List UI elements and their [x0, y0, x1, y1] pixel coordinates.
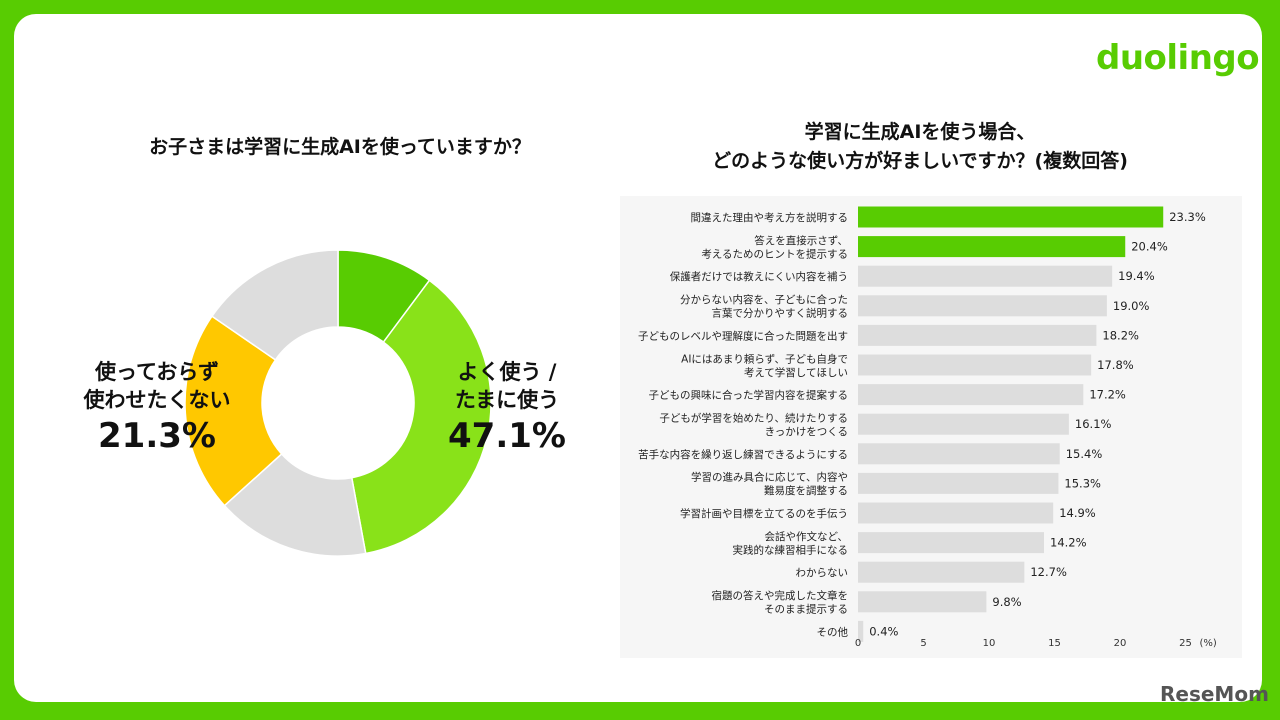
bar-category-label: 子どものレベルや理解度に合った問題を出す [638, 329, 848, 342]
bar-category-label: 子どもの興味に合った学習内容を提案する [649, 389, 849, 402]
x-tick-label: 0 [855, 638, 861, 649]
bar-value-label: 16.1% [1075, 417, 1112, 431]
bar-value-label: 18.2% [1102, 328, 1139, 342]
bar-category-label: 苦手な内容を繰り返し練習できるようにする [638, 448, 848, 461]
donut-slice-4 [210, 249, 339, 361]
donut-label-not-using-line1: 使っておらず [95, 360, 219, 384]
donut-slice-1 [350, 279, 492, 555]
x-tick-label: 10 [983, 638, 996, 649]
left-chart-title: お子さまは学習に生成AIを使っていますか？ [149, 136, 531, 158]
bar-value-label: 0.4% [869, 624, 898, 638]
bar [858, 561, 1025, 583]
bar-category-label: 分からない内容を、子どもに合った [680, 293, 848, 306]
bar-category-label: わからない [796, 567, 849, 579]
donut-label-using-line1: よく使う / [457, 360, 557, 384]
bar [858, 620, 864, 642]
x-tick-label: 15 [1048, 638, 1061, 649]
right-chart-title-line1: 学習に生成AIを使う場合、 [804, 121, 1036, 143]
bar-category-label: きっかけをつくる [765, 426, 848, 438]
donut-label-using-line2: たまに使う [454, 388, 560, 412]
bar [858, 236, 1126, 258]
x-tick-label: 25 [1179, 638, 1192, 649]
bar-value-label: 19.4% [1118, 269, 1155, 283]
bar-value-label: 9.8% [992, 595, 1021, 609]
bar-category-label: 間違えた理由や考え方を説明する [691, 211, 849, 224]
bar-value-label: 14.9% [1059, 506, 1096, 520]
bar-value-label: 23.3% [1169, 210, 1206, 224]
bar [858, 265, 1113, 287]
bar-category-label: 言葉で分かりやすく説明する [712, 307, 849, 320]
bar-category-label: AIにはあまり頼らず、子ども自身で [681, 352, 848, 365]
bar-value-label: 14.2% [1050, 536, 1087, 550]
bar [858, 206, 1164, 228]
bar-category-label: 保護者だけでは教えにくい内容を補う [670, 270, 848, 283]
bar-value-label: 15.3% [1064, 476, 1101, 490]
bar-category-label: 答えを直接示さず、 [754, 234, 848, 247]
bar-value-label: 19.0% [1113, 299, 1150, 313]
x-axis-unit: (%) [1200, 638, 1217, 649]
bar-category-label: 学習計画や目標を立てるのを手伝う [680, 507, 848, 520]
bar-category-label: 会話や作文など、 [765, 530, 848, 543]
donut-label-using-value: 47.1% [448, 416, 566, 456]
bar-value-label: 17.2% [1089, 388, 1126, 402]
bar [858, 532, 1045, 554]
bar-category-label: 考えるためのヒントを提示する [701, 248, 848, 260]
bar-category-label: 学習の進み具合に応じて、内容や [691, 471, 848, 484]
bar-category-label: 実践的な練習相手になる [733, 543, 849, 556]
bar [858, 384, 1084, 406]
donut-label-not-using-value: 21.3% [98, 416, 216, 456]
bar-category-label: そのまま提示する [764, 604, 848, 616]
bar-value-label: 20.4% [1131, 240, 1168, 254]
bar-category-label: 子どもが学習を始めたり、続けたりする [659, 411, 848, 424]
bar-category-label: 宿題の答えや完成した文章を [712, 589, 849, 602]
bar [858, 591, 987, 613]
bar [858, 354, 1092, 376]
donut-label-not-using-line2: 使わせたくない [83, 388, 231, 412]
bar [858, 502, 1054, 524]
bar [858, 295, 1107, 317]
bar-value-label: 17.8% [1097, 358, 1134, 372]
bar-category-label: 考えて学習してほしい [744, 366, 848, 379]
resemom-watermark: ReseMom [1160, 682, 1269, 706]
bar [858, 413, 1069, 435]
x-tick-label: 20 [1114, 638, 1127, 649]
donut-slice-3 [184, 315, 283, 507]
right-chart-title-line2: どのような使い方が好ましいですか？(複数回答) [712, 150, 1128, 172]
bar-value-label: 12.7% [1030, 565, 1067, 579]
bar-category-label: 難易度を調整する [764, 484, 848, 497]
x-tick-label: 5 [920, 638, 926, 649]
donut-slice-2 [223, 452, 367, 557]
duolingo-logo: duolingo [1096, 38, 1260, 78]
bar-category-label: その他 [817, 625, 849, 638]
bar [858, 324, 1097, 346]
bar-value-label: 15.4% [1066, 447, 1103, 461]
bar [858, 443, 1060, 465]
donut-label-using: よく使う / たまに使う 47.1% [432, 358, 582, 458]
bar [858, 472, 1059, 494]
donut-label-not-using: 使っておらず 使わせたくない 21.3% [62, 358, 252, 458]
right-chart-title: 学習に生成AIを使う場合、 どのような使い方が好ましいですか？(複数回答) [640, 118, 1200, 176]
